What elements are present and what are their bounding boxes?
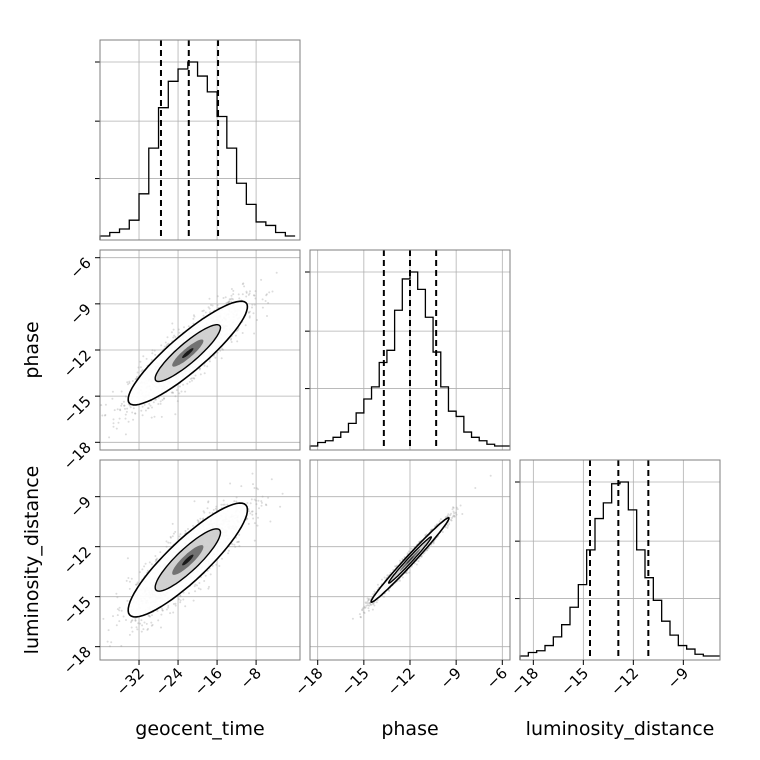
contour-outer <box>127 300 249 406</box>
panel-frame <box>99 39 301 241</box>
x-tick-label: −15 <box>557 664 592 699</box>
x-tick-label: −32 <box>113 664 148 699</box>
y-tick-label: −12 <box>60 346 95 381</box>
panel-bg <box>100 40 300 240</box>
x-tick-label: −24 <box>152 664 187 699</box>
marginal-geocent_time <box>95 39 301 241</box>
x-axis-label: geocent_time <box>135 718 264 740</box>
y-tick-label: −15 <box>60 593 95 628</box>
x-tick-label: −18 <box>291 664 326 699</box>
y-tick-label: −18 <box>60 438 95 473</box>
x-tick-label: −18 <box>507 664 542 699</box>
y-tick-label: −12 <box>60 543 95 578</box>
histogram-geocent_time <box>99 61 296 240</box>
panel-frame <box>309 249 511 451</box>
x-tick-label: −12 <box>384 664 419 699</box>
marginal-luminosity_distance <box>515 459 721 661</box>
contour-inner <box>388 536 432 584</box>
x-tick-label: −9 <box>437 664 465 692</box>
samples-layer <box>100 271 278 439</box>
panel-frame <box>519 459 721 661</box>
x-axis-label: phase <box>381 718 438 740</box>
x-tick-label: −8 <box>237 664 265 692</box>
contour-inner <box>154 324 222 383</box>
y-tick-label: −18 <box>60 643 95 678</box>
density-fill <box>182 348 194 358</box>
x-tick-label: −6 <box>483 664 511 692</box>
histogram-luminosity_distance <box>519 481 720 660</box>
contour-inner <box>154 528 222 592</box>
density-fill <box>406 556 414 564</box>
x-axis-label: luminosity_distance <box>526 718 715 740</box>
scatter-geocent_time-vs-luminosity_distance <box>99 459 301 661</box>
samples-layer <box>351 474 492 620</box>
x-tick-label: −9 <box>664 664 692 692</box>
marginal-phase <box>305 249 511 451</box>
y-tick-label: −6 <box>66 254 94 282</box>
histogram-phase <box>309 271 510 450</box>
scatter-geocent_time-vs-phase <box>99 249 301 451</box>
contour-outer <box>370 516 450 604</box>
y-axis-label: phase <box>21 321 43 378</box>
panel-bg <box>520 460 720 660</box>
panel-frame <box>99 459 301 661</box>
scatter-phase-vs-luminosity_distance <box>309 459 511 661</box>
y-tick-label: −9 <box>66 493 94 521</box>
density-fill <box>182 554 194 566</box>
y-tick-label: −15 <box>60 392 95 427</box>
y-axis-label: luminosity_distance <box>21 466 43 655</box>
x-tick-label: −12 <box>607 664 642 699</box>
contour-outer <box>127 502 249 618</box>
x-tick-label: −16 <box>191 664 226 699</box>
x-tick-label: −15 <box>338 664 373 699</box>
y-tick-label: −9 <box>66 300 94 328</box>
samples-layer <box>102 472 284 648</box>
